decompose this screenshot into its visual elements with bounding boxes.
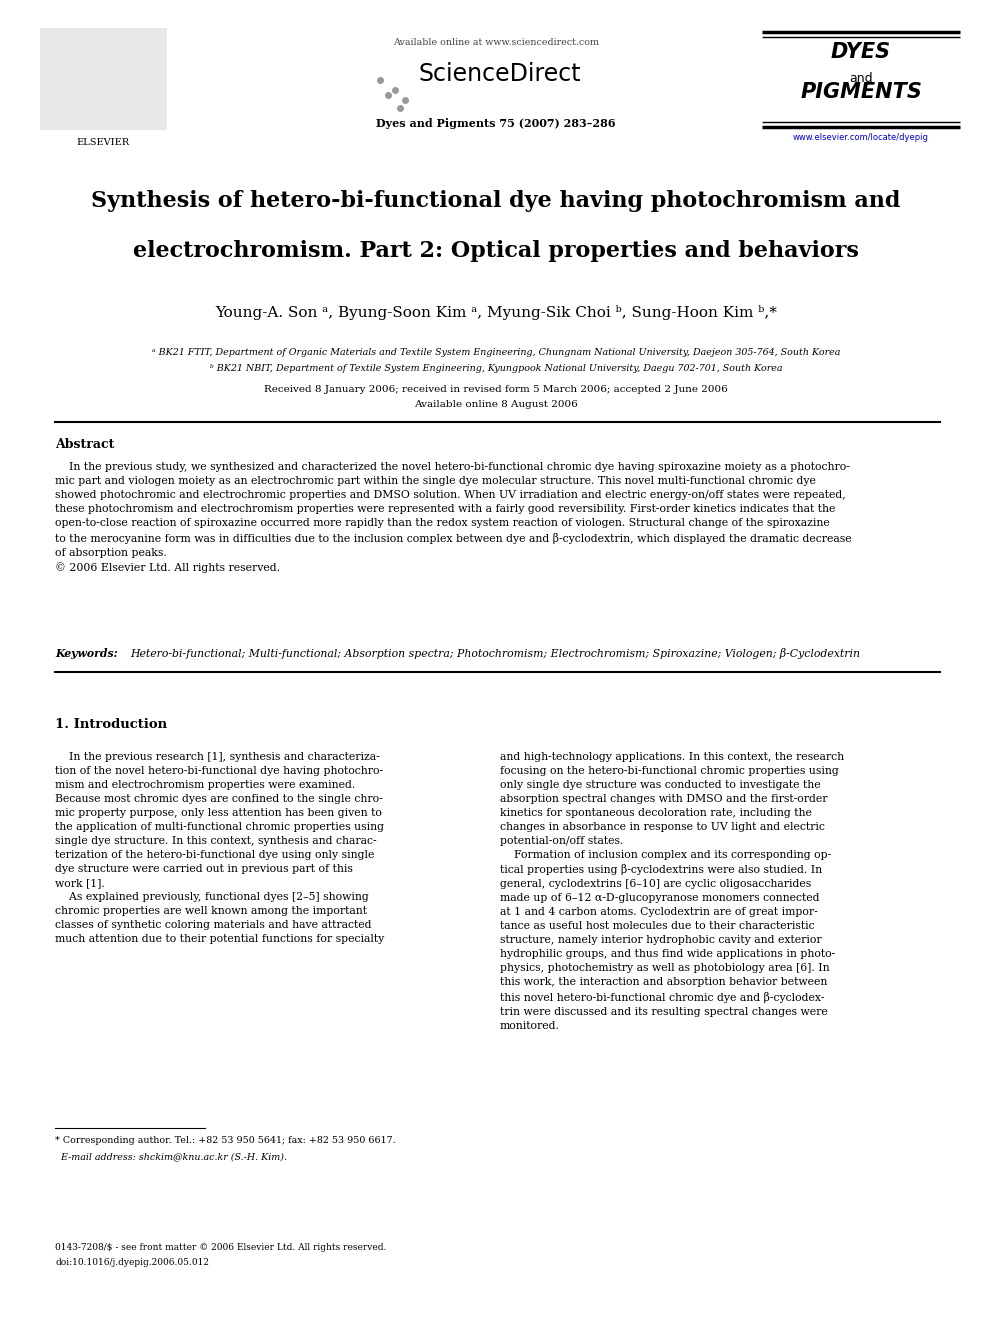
Text: 1. Introduction: 1. Introduction [55,718,167,732]
Text: Available online at www.sciencedirect.com: Available online at www.sciencedirect.co… [393,38,599,48]
Text: PIGMENTS: PIGMENTS [801,82,922,102]
Text: and high-technology applications. In this context, the research
focusing on the : and high-technology applications. In thi… [500,751,844,1031]
Text: DYES: DYES [831,42,891,62]
Text: Keywords:: Keywords: [55,648,121,659]
Text: Young-A. Son ᵃ, Byung-Soon Kim ᵃ, Myung-Sik Choi ᵇ, Sung-Hoon Kim ᵇ,*: Young-A. Son ᵃ, Byung-Soon Kim ᵃ, Myung-… [215,306,777,320]
Text: Abstract: Abstract [55,438,114,451]
Text: electrochromism. Part 2: Optical properties and behaviors: electrochromism. Part 2: Optical propert… [133,239,859,262]
Text: doi:10.1016/j.dyepig.2006.05.012: doi:10.1016/j.dyepig.2006.05.012 [55,1258,209,1267]
Text: ScienceDirect: ScienceDirect [419,62,581,86]
Text: www.elsevier.com/locate/dyepig: www.elsevier.com/locate/dyepig [793,134,929,142]
Text: Received 8 January 2006; received in revised form 5 March 2006; accepted 2 June : Received 8 January 2006; received in rev… [264,385,728,394]
Text: Hetero-bi-functional; Multi-functional; Absorption spectra; Photochromism; Elect: Hetero-bi-functional; Multi-functional; … [130,648,860,659]
Text: and: and [849,71,873,85]
Text: E-mail address: shckim@knu.ac.kr (S.-H. Kim).: E-mail address: shckim@knu.ac.kr (S.-H. … [55,1152,287,1162]
Text: ELSEVIER: ELSEVIER [76,138,130,147]
Text: ᵃ BK21 FTIT, Department of Organic Materials and Textile System Engineering, Chu: ᵃ BK21 FTIT, Department of Organic Mater… [152,348,840,357]
Text: ᵇ BK21 NBIT, Department of Textile System Engineering, Kyungpook National Univer: ᵇ BK21 NBIT, Department of Textile Syste… [209,364,783,373]
Text: Available online 8 August 2006: Available online 8 August 2006 [414,400,578,409]
Text: * Corresponding author. Tel.: +82 53 950 5641; fax: +82 53 950 6617.: * Corresponding author. Tel.: +82 53 950… [55,1136,396,1144]
Text: Synthesis of hetero-bi-functional dye having photochromism and: Synthesis of hetero-bi-functional dye ha… [91,191,901,212]
Text: Dyes and Pigments 75 (2007) 283–286: Dyes and Pigments 75 (2007) 283–286 [376,118,616,130]
Text: In the previous study, we synthesized and characterized the novel hetero-bi-func: In the previous study, we synthesized an… [55,462,851,573]
Text: In the previous research [1], synthesis and characteriza-
tion of the novel hete: In the previous research [1], synthesis … [55,751,384,945]
Text: 0143-7208/$ - see front matter © 2006 Elsevier Ltd. All rights reserved.: 0143-7208/$ - see front matter © 2006 El… [55,1244,386,1252]
Bar [40,28,167,130]
